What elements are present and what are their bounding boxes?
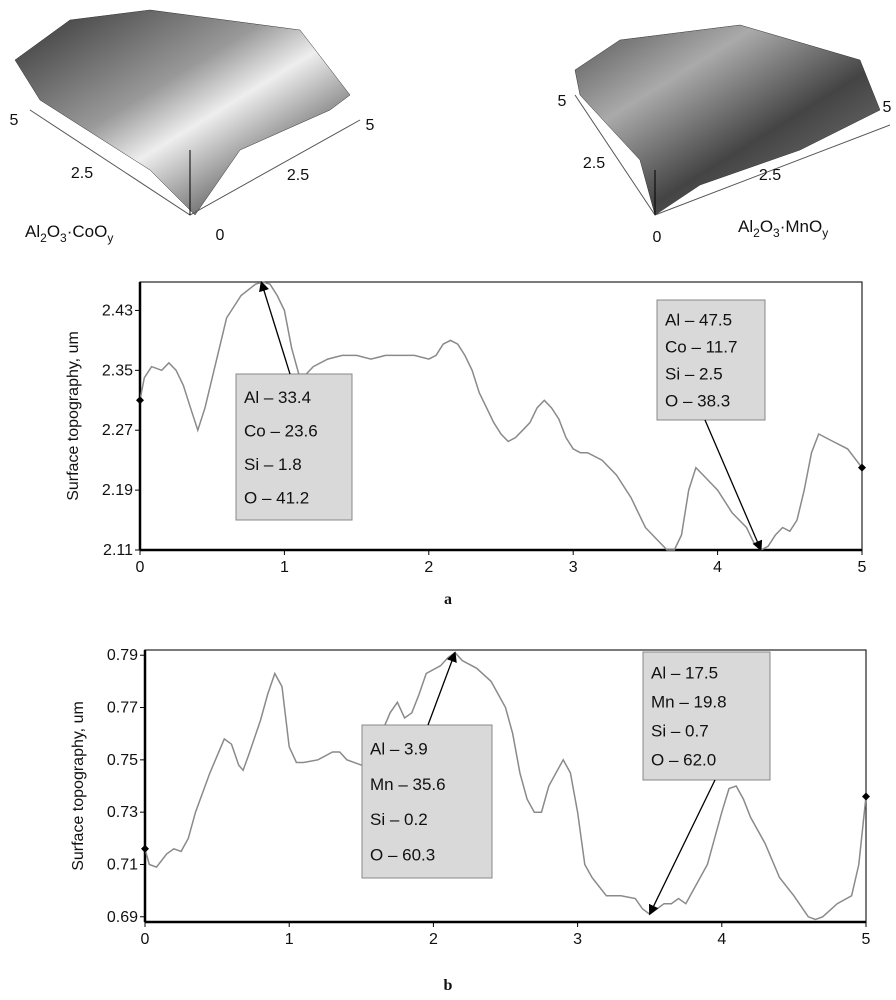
- label-part: y: [822, 226, 828, 240]
- x-tick-label: 1: [280, 559, 289, 576]
- annotation-text: O – 41.2: [244, 488, 309, 507]
- axis-label: 0: [216, 227, 225, 244]
- x-tick-label: 1: [285, 931, 294, 948]
- y-tick-label: 0.73: [107, 804, 138, 821]
- y-tick-label: 0.69: [107, 909, 138, 926]
- annotation-text: O – 60.3: [370, 845, 435, 864]
- annotation-text: Si – 0.2: [370, 810, 428, 829]
- end-point: [141, 845, 149, 853]
- surface-image: [575, 25, 890, 215]
- y-tick-label: 2.11: [103, 542, 133, 559]
- label-part: ·MnO: [780, 217, 823, 236]
- y-tick-label: 0.79: [107, 647, 138, 664]
- label-part: Al: [738, 217, 753, 236]
- image-label: Al2O3·CoOy: [25, 222, 113, 245]
- axis-label: 5: [558, 93, 567, 110]
- annotation-text: Mn – 19.8: [651, 693, 727, 712]
- axis-label: 2.5: [71, 165, 93, 182]
- y-axis-label: Surface topography, um: [70, 701, 87, 871]
- end-point: [862, 792, 870, 800]
- axis-label: 5: [10, 112, 19, 129]
- annotation-text: Co – 23.6: [244, 421, 318, 440]
- label-part: Al: [25, 222, 40, 241]
- axis-label: 2.5: [583, 155, 605, 172]
- annotation-text: Si – 2.5: [665, 365, 723, 384]
- axis-label: 5: [366, 117, 375, 134]
- label-part: O: [760, 217, 773, 236]
- y-tick-label: 2.35: [102, 362, 133, 379]
- y-tick-label: 0.75: [107, 752, 138, 769]
- annotation-text: Al – 47.5: [665, 311, 732, 330]
- end-point: [136, 396, 144, 404]
- label-part: O: [47, 222, 60, 241]
- caption: a: [444, 591, 452, 608]
- annotation-text: Si – 1.8: [244, 455, 302, 474]
- figure: 52.502.55Al2O3·CoOy52.502.55Al2O3·MnOy2.…: [0, 0, 896, 1000]
- x-tick-label: 4: [717, 931, 726, 948]
- annotation-text: Mn – 35.6: [370, 775, 446, 794]
- page: {"surface_images": [ {"label": [{"text":…: [0, 0, 896, 1000]
- annotation-arrow: [650, 780, 715, 914]
- x-tick-label: 0: [141, 931, 150, 948]
- annotation-text: Si – 0.7: [651, 722, 709, 741]
- y-axis-label: Surface topography, um: [65, 331, 82, 501]
- surface-image: [15, 10, 360, 215]
- x-tick-label: 2: [429, 931, 438, 948]
- x-tick-label: 5: [862, 931, 871, 948]
- y-tick-label: 2.43: [102, 302, 133, 319]
- y-tick-label: 2.27: [102, 422, 133, 439]
- annotation-text: O – 38.3: [665, 392, 730, 411]
- annotation-text: O – 62.0: [651, 751, 716, 770]
- x-tick-label: 5: [858, 559, 867, 576]
- annotation-text: Al – 33.4: [244, 388, 311, 407]
- annotation-arrow: [428, 653, 455, 725]
- caption: b: [444, 977, 453, 994]
- image-label: Al2O3·MnOy: [738, 217, 828, 240]
- x-tick-label: 3: [573, 931, 582, 948]
- label-part: ·CoO: [67, 222, 108, 241]
- x-tick-label: 4: [713, 559, 722, 576]
- axis-label: 2.5: [759, 167, 781, 184]
- axis-label: 5: [883, 99, 892, 116]
- axis-label: 2.5: [287, 167, 309, 184]
- annotation-text: Co – 11.7: [665, 338, 737, 357]
- x-tick-label: 0: [136, 559, 145, 576]
- y-tick-label: 0.71: [107, 856, 138, 873]
- y-tick-label: 0.77: [107, 700, 138, 717]
- annotation-arrow: [261, 282, 290, 374]
- axis-label: 0: [653, 229, 662, 246]
- label-part: y: [107, 231, 113, 245]
- x-tick-label: 2: [424, 559, 433, 576]
- y-tick-label: 2.19: [102, 482, 133, 499]
- annotation-text: Al – 3.9: [370, 740, 428, 759]
- x-tick-label: 3: [569, 559, 578, 576]
- annotation-text: Al – 17.5: [651, 664, 718, 683]
